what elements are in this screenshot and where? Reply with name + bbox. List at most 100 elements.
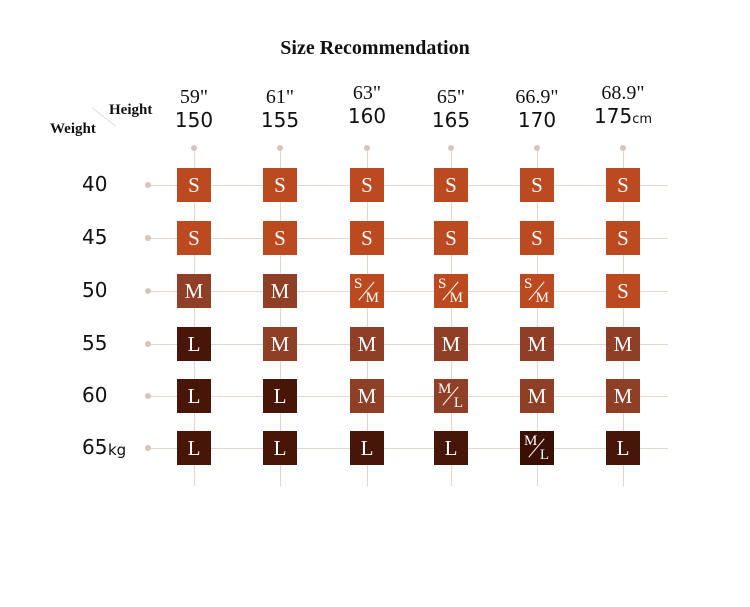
size-cell: M <box>350 327 384 361</box>
size-cell: L <box>606 431 640 465</box>
size-cell: L <box>263 379 297 413</box>
column-marker-dot <box>277 145 283 151</box>
size-split-upper: S <box>524 276 533 292</box>
size-split-lower: L <box>539 447 549 463</box>
size-cell: L <box>434 431 468 465</box>
size-cell: M <box>263 274 297 308</box>
grid-line-vertical <box>537 150 538 486</box>
size-cell: L <box>263 431 297 465</box>
size-cell: M <box>350 379 384 413</box>
size-cell: M <box>263 327 297 361</box>
height-column-header: 68.9" 175cm <box>583 82 663 132</box>
size-cell: M <box>606 379 640 413</box>
size-split-lower: M <box>365 290 379 306</box>
size-cell: S <box>263 221 297 255</box>
grid-line-horizontal <box>150 448 668 449</box>
height-cm: 175cm <box>594 104 652 128</box>
height-cm: 165 <box>431 108 471 132</box>
column-marker-dot <box>364 145 370 151</box>
size-cell: S <box>606 274 640 308</box>
height-inches: 61" <box>265 86 295 108</box>
size-split-lower: M <box>535 290 549 306</box>
size-cell: S <box>606 168 640 202</box>
height-column-header: 59" 150 <box>154 86 234 132</box>
column-marker-dot <box>620 145 626 151</box>
size-cell: M <box>520 327 554 361</box>
size-cell: L <box>350 431 384 465</box>
grid-line-vertical <box>194 150 195 486</box>
size-split-lower: M <box>449 290 463 306</box>
size-cell: S <box>434 168 468 202</box>
size-split-upper: M <box>438 381 452 397</box>
grid-line-horizontal <box>150 238 668 239</box>
row-marker-dot <box>145 288 151 294</box>
height-cm: 160 <box>347 104 387 128</box>
height-axis-label: Height <box>109 102 153 118</box>
grid-line-horizontal <box>150 185 668 186</box>
size-cell: S <box>263 168 297 202</box>
size-cell: S <box>350 221 384 255</box>
row-marker-dot <box>145 235 151 241</box>
grid-line-horizontal <box>150 396 668 397</box>
grid-line-vertical <box>280 150 281 486</box>
grid-line-vertical <box>623 150 624 486</box>
size-cell: S <box>350 168 384 202</box>
height-unit: cm <box>632 112 652 127</box>
size-cell: M <box>606 327 640 361</box>
size-cell: L <box>177 379 211 413</box>
height-column-header: 63" 160 <box>327 82 407 128</box>
size-cell: M <box>177 274 211 308</box>
grid-line-vertical <box>451 150 452 486</box>
size-cell: M <box>520 379 554 413</box>
row-marker-dot <box>145 393 151 399</box>
grid-line-horizontal <box>150 291 668 292</box>
height-column-header: 61" 155 <box>240 86 320 132</box>
row-marker-dot <box>145 182 151 188</box>
size-split-upper: M <box>524 433 538 449</box>
size-cell: S <box>434 221 468 255</box>
height-cm: 170 <box>517 108 557 132</box>
size-cell: M <box>434 327 468 361</box>
height-cm: 150 <box>174 108 214 132</box>
size-cell: S <box>520 221 554 255</box>
height-inches: 66.9" <box>515 86 559 108</box>
height-column-header: 65" 165 <box>411 86 491 132</box>
weight-row-label: 60 <box>82 383 108 407</box>
column-marker-dot <box>534 145 540 151</box>
column-marker-dot <box>448 145 454 151</box>
size-cell: L <box>177 327 211 361</box>
weight-unit: kg <box>108 441 127 459</box>
size-cell: L <box>177 431 211 465</box>
height-column-header: 66.9" 170 <box>497 86 577 132</box>
column-marker-dot <box>191 145 197 151</box>
size-cell: S <box>606 221 640 255</box>
weight-row-label: 45 <box>82 225 108 249</box>
page-title: Size Recommendation <box>280 37 470 59</box>
size-cell: S <box>520 168 554 202</box>
weight-row-label: 65 <box>82 435 108 459</box>
size-split-lower: L <box>453 395 463 411</box>
height-inches: 68.9" <box>601 82 645 104</box>
weight-axis-label: Weight <box>50 121 96 137</box>
size-split-upper: S <box>438 276 447 292</box>
grid-line-horizontal <box>150 344 668 345</box>
height-inches: 65" <box>436 86 466 108</box>
height-cm: 155 <box>260 108 300 132</box>
weight-row-label: 40 <box>82 172 108 196</box>
size-cell: S <box>177 168 211 202</box>
row-marker-dot <box>145 445 151 451</box>
weight-row-label: 55 <box>82 331 108 355</box>
height-inches: 63" <box>352 82 382 104</box>
row-marker-dot <box>145 341 151 347</box>
size-split-upper: S <box>354 276 363 292</box>
